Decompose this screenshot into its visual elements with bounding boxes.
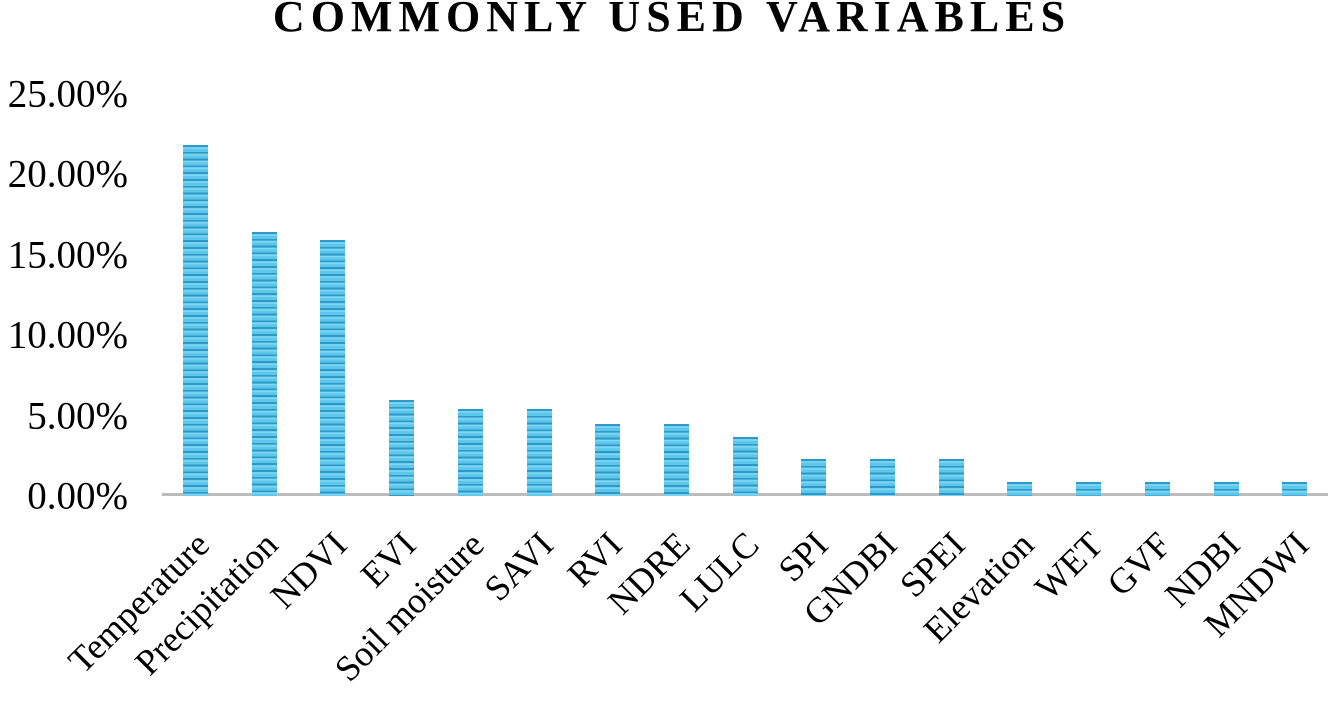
y-tick-label-25: 25.00% — [7, 72, 128, 116]
bar-soil-moisture — [457, 409, 483, 496]
bar-ndre — [663, 423, 689, 496]
x-category-label-ndvi: NDVI — [262, 524, 355, 617]
y-tick-label-5: 5.00% — [27, 394, 128, 438]
bar-rvi — [595, 423, 621, 496]
bar-savi — [526, 409, 552, 496]
bar-ndbi — [1213, 481, 1239, 496]
bar-mndwi — [1282, 481, 1308, 496]
bar-elevation — [1007, 481, 1033, 496]
bar-precipitation — [251, 232, 277, 496]
x-category-label-savi: SAVI — [476, 524, 561, 609]
y-tick-label-20: 20.00% — [7, 152, 128, 196]
bar-gvf — [1144, 481, 1170, 496]
bar-spei — [938, 459, 964, 496]
y-tick-label-15: 15.00% — [7, 233, 128, 277]
bar-ndvi — [320, 240, 346, 496]
bar-temperature — [183, 145, 208, 496]
y-tick-label-0: 0.00% — [27, 474, 128, 518]
bar-wet — [1076, 481, 1102, 496]
y-tick-label-10: 10.00% — [7, 313, 128, 357]
x-category-label-wet: WET — [1026, 524, 1111, 608]
bar-spi — [801, 459, 827, 496]
bar-lulc — [732, 436, 758, 496]
bar-evi — [389, 399, 415, 496]
bar-gndbi — [870, 459, 895, 496]
chart-title: COMMONLY USED VARIABLES — [272, 0, 1072, 41]
x-category-label-lulc: LULC — [671, 524, 767, 620]
